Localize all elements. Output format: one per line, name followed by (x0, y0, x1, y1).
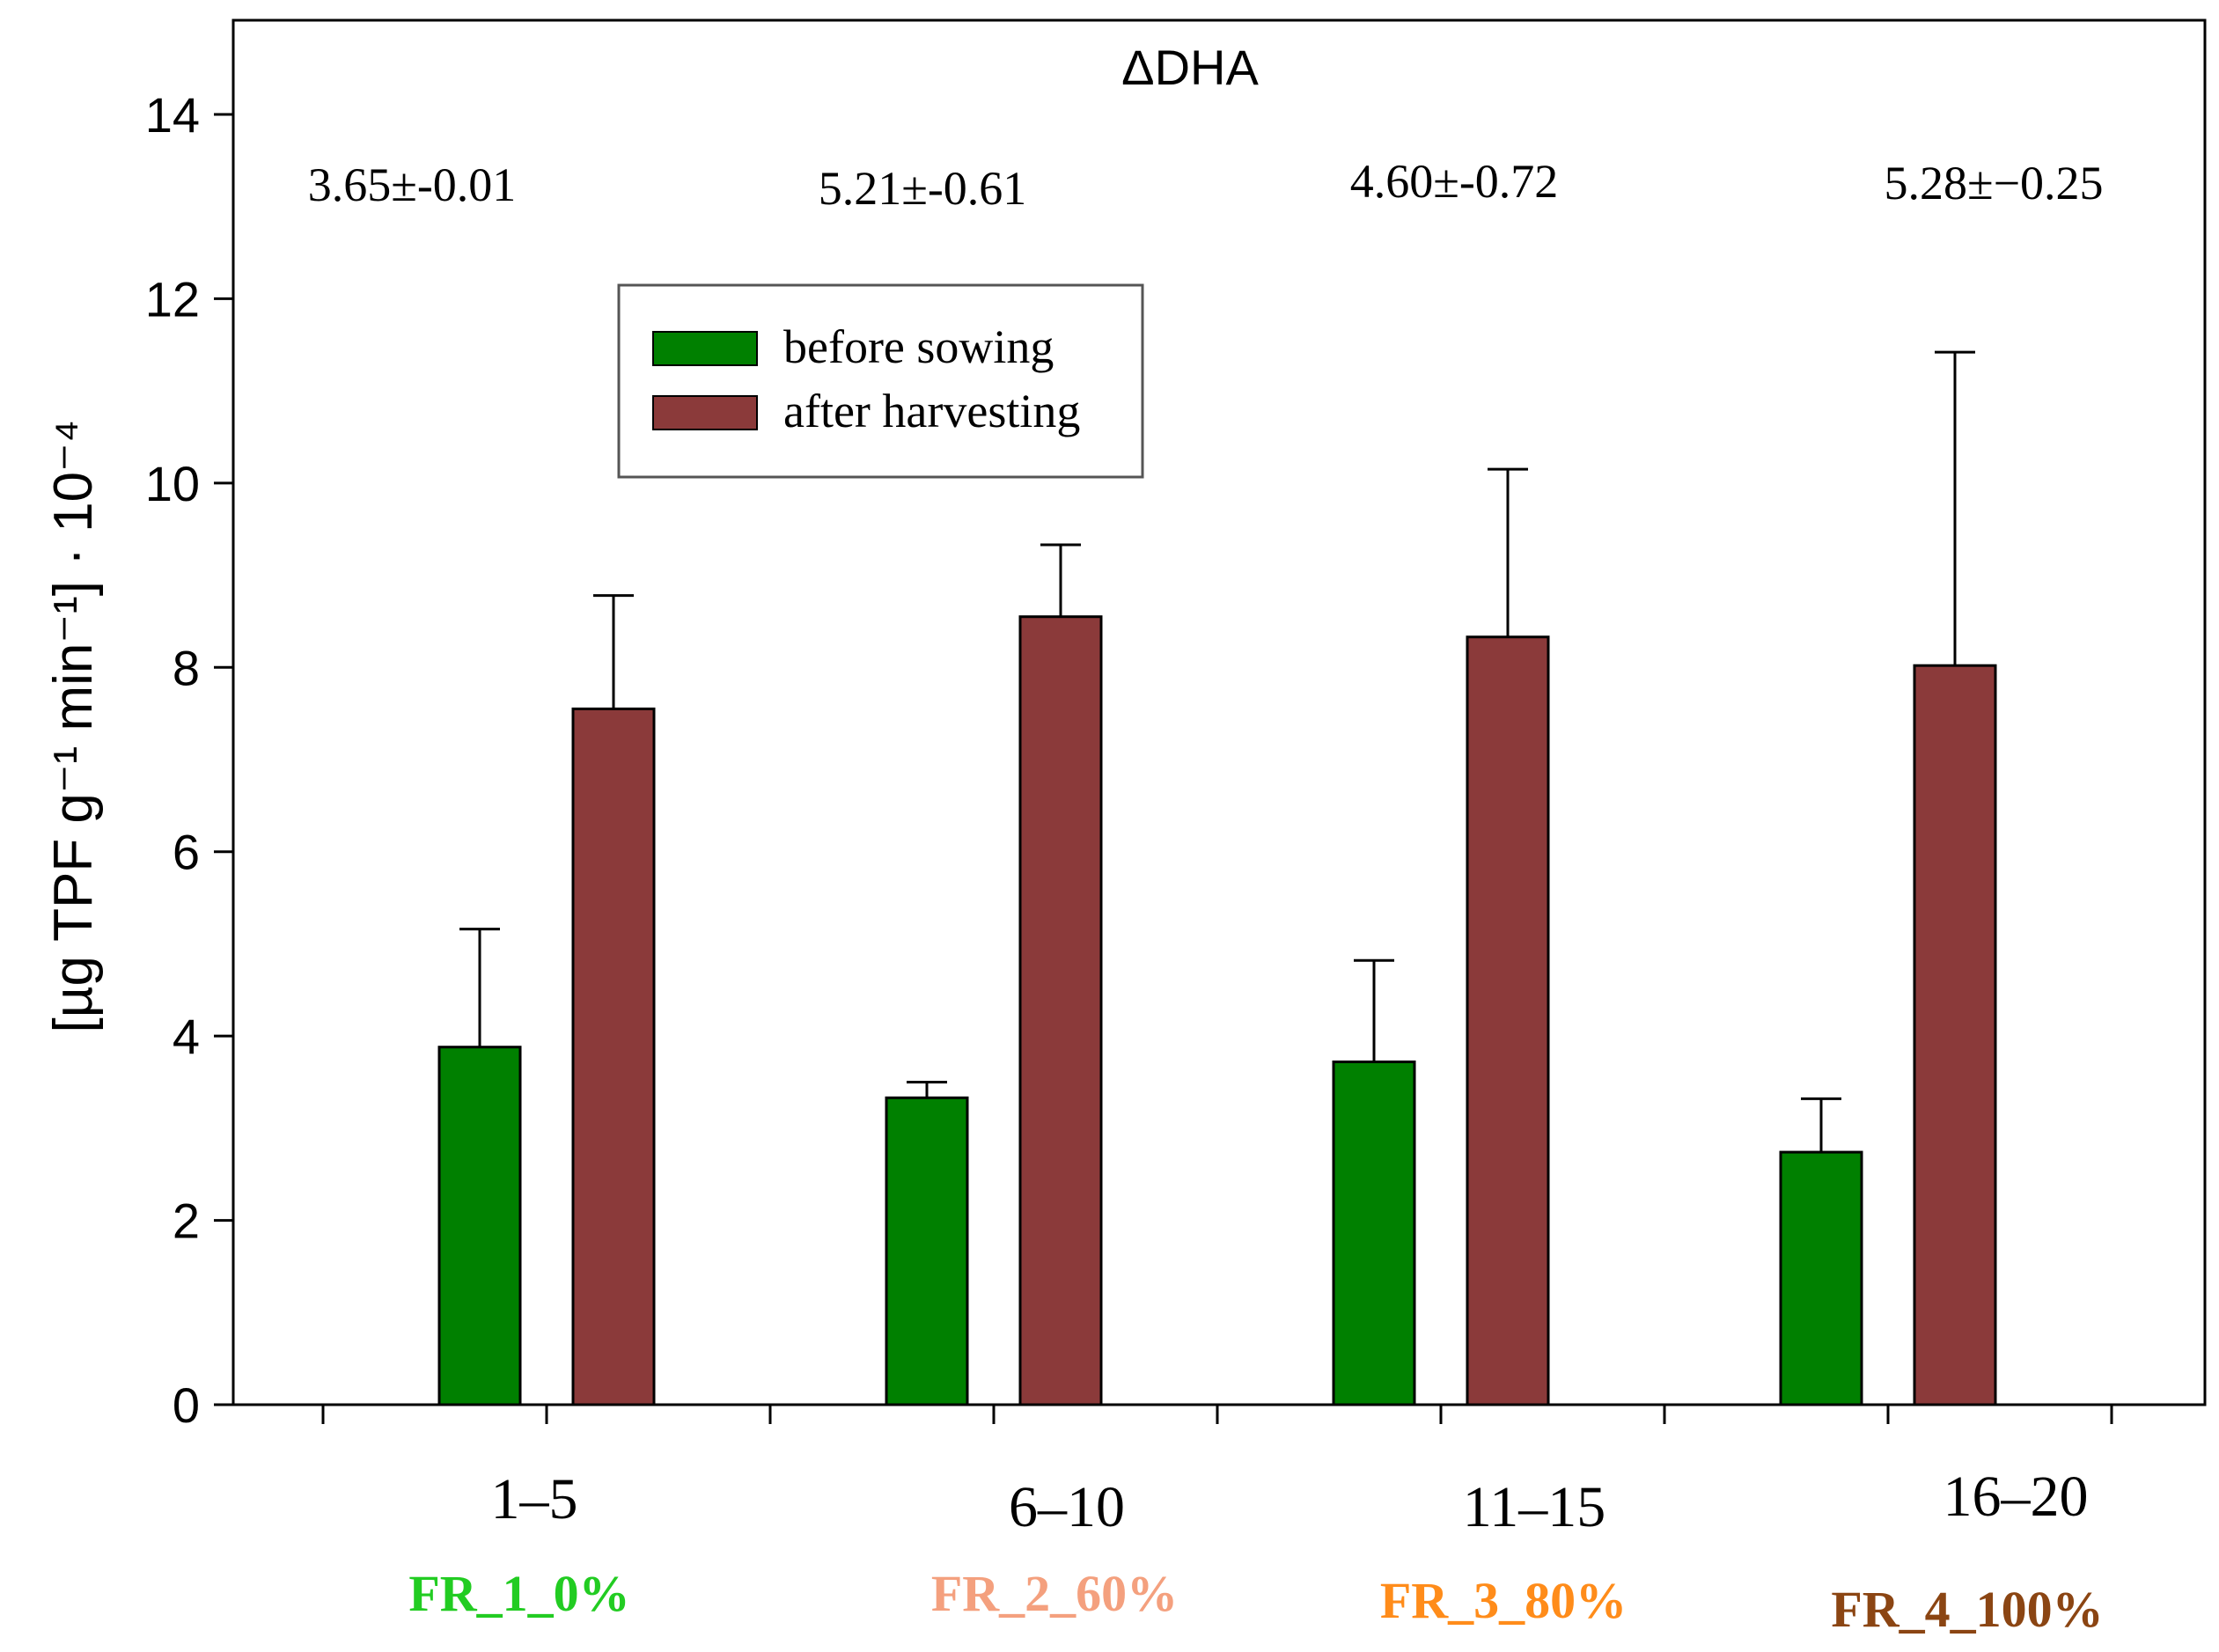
x-category-label-11-15: 11–15 (1463, 1475, 1606, 1539)
legend-label-before-sowing: before sowing (783, 320, 1054, 373)
bars (437, 615, 1997, 1406)
bar-after-harvesting-1 (1018, 615, 1103, 1406)
treatment-label-fr3: FR_3_80% (1380, 1572, 1627, 1629)
y-axis-label: [µg TPF g⁻¹ min⁻¹] · 10⁻⁴ (43, 420, 104, 1033)
chart-title: ΔDHA (1121, 40, 1259, 95)
legend-swatch-before-sowing (652, 331, 758, 366)
bar-after-harvesting-2 (1466, 635, 1550, 1406)
annotation-1-5: 3.65±-0.01 (308, 158, 517, 211)
annotation-11-15: 4.60±-0.72 (1350, 155, 1559, 208)
y-tick-label-10: 10 (145, 456, 200, 511)
x-category-label-1-5: 1–5 (491, 1467, 578, 1531)
bar-after-harvesting-3 (1913, 664, 1997, 1406)
annotation-16-20: 5.28±−0.25 (1884, 157, 2103, 209)
legend-swatch-after-harvesting (652, 395, 758, 430)
plot-frame (231, 18, 2207, 1406)
bar-after-harvesting-0 (571, 707, 656, 1406)
y-axis: 0 2 4 6 8 10 12 14 (145, 87, 233, 1433)
y-tick-label-2: 2 (173, 1193, 200, 1249)
bar-before-sowing-0 (437, 1046, 522, 1406)
legend: before sowing after harvesting (617, 283, 1144, 479)
x-axis-ticks (321, 1405, 2113, 1424)
treatment-label-fr1: FR_1_0% (408, 1565, 629, 1622)
y-tick-label-6: 6 (173, 825, 200, 880)
x-category-label-16-20: 16–20 (1943, 1465, 2089, 1529)
bar-before-sowing-3 (1779, 1150, 1863, 1406)
annotation-6-10: 5.21±-0.61 (819, 162, 1027, 215)
y-tick-label-0: 0 (173, 1377, 200, 1433)
bar-before-sowing-2 (1332, 1060, 1416, 1406)
bar-before-sowing-1 (885, 1096, 969, 1406)
treatment-label-fr4: FR_4_100% (1831, 1581, 2103, 1638)
y-tick-label-14: 14 (145, 87, 200, 143)
x-category-label-6-10: 6–10 (1009, 1475, 1125, 1539)
legend-box (617, 283, 1144, 479)
y-tick-label-12: 12 (145, 271, 200, 327)
y-tick-label-4: 4 (173, 1009, 200, 1064)
legend-label-after-harvesting: after harvesting (783, 385, 1080, 437)
y-tick-label-8: 8 (173, 640, 200, 695)
error-bars (459, 350, 1975, 1153)
treatment-label-fr2: FR_2_60% (931, 1565, 1178, 1622)
